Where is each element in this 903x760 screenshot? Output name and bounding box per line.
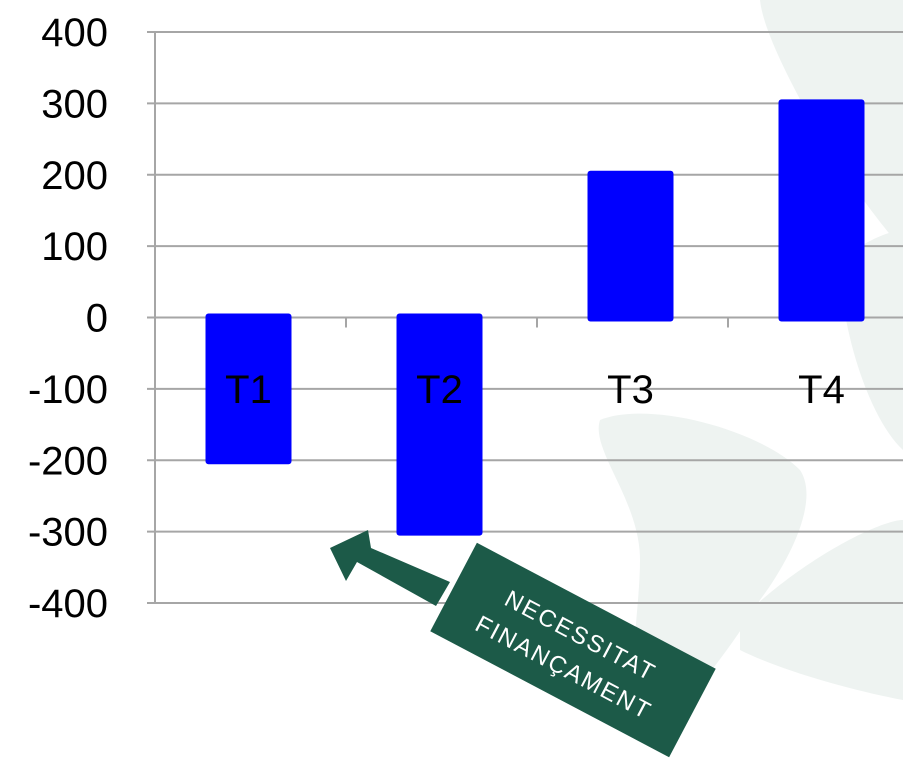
bar-t2 — [396, 313, 483, 536]
category-label-t4: T4 — [798, 368, 845, 412]
y-tick-labels: 400 300 200 100 0 -100 -200 -300 -400 — [28, 11, 155, 626]
y-tick-label: 200 — [41, 154, 108, 198]
category-label-t3: T3 — [607, 368, 654, 412]
y-tick-label: -200 — [28, 439, 108, 483]
y-tick-label: 0 — [86, 297, 108, 341]
y-tick-label: 400 — [41, 11, 108, 55]
y-tick-label: 100 — [41, 225, 108, 269]
bar-t3 — [587, 170, 674, 322]
x-axis-ticks — [345, 317, 729, 328]
y-tick-label: -100 — [28, 368, 108, 412]
category-labels: T1 T2 T3 T4 — [225, 368, 845, 412]
category-label-t2: T2 — [416, 368, 463, 412]
annotation-box — [430, 542, 716, 758]
y-tick-label: -300 — [28, 511, 108, 555]
bar-t1 — [205, 313, 292, 465]
y-tick-label: -400 — [28, 582, 108, 626]
y-tick-label: 300 — [41, 82, 108, 126]
bar-t4 — [778, 99, 865, 322]
bar-series — [205, 99, 865, 536]
category-label-t1: T1 — [225, 368, 272, 412]
